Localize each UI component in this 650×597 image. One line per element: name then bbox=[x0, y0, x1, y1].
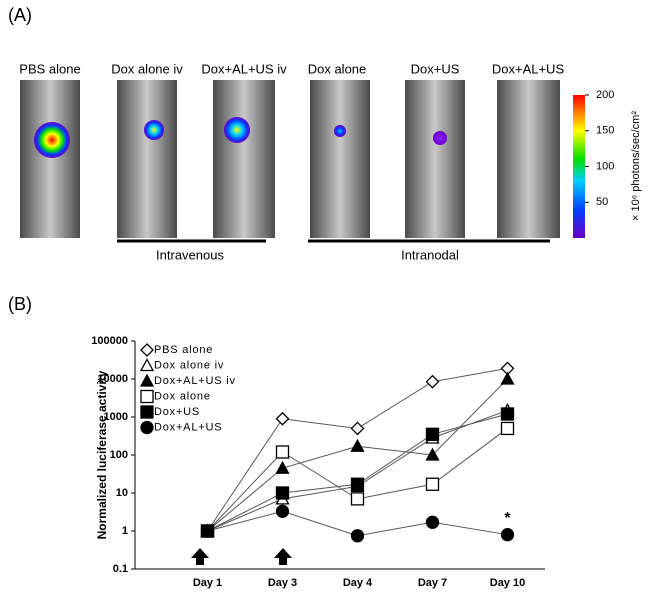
mouse-images bbox=[20, 80, 560, 238]
legend-label: Dox+US bbox=[154, 406, 200, 418]
marker bbox=[500, 528, 515, 542]
legend-marker bbox=[140, 343, 154, 357]
image-label: Dox+US bbox=[411, 61, 460, 76]
y-axis-title: Normalized luciferase activity bbox=[95, 370, 109, 539]
marker bbox=[425, 515, 440, 529]
marker bbox=[425, 447, 440, 461]
legend-marker bbox=[139, 373, 155, 387]
mouse-image bbox=[310, 80, 370, 238]
y-tick-label: 10000 bbox=[97, 373, 128, 385]
image-label: Dox alone iv bbox=[111, 61, 183, 76]
y-tick-label: 0.1 bbox=[113, 563, 128, 575]
marker bbox=[500, 421, 515, 436]
legend-label: Dox+AL+US bbox=[154, 421, 222, 433]
marker bbox=[350, 492, 365, 506]
x-tick-label: Day 4 bbox=[343, 577, 373, 589]
marker bbox=[275, 411, 290, 426]
marker bbox=[275, 486, 290, 500]
y-tick-label: 100000 bbox=[91, 335, 128, 347]
marker bbox=[350, 529, 365, 543]
marker bbox=[275, 460, 290, 474]
marker bbox=[200, 524, 215, 538]
legend-marker bbox=[140, 420, 154, 435]
signal bbox=[144, 120, 164, 140]
y-tick-label: 100 bbox=[110, 449, 128, 461]
mouse-image bbox=[117, 80, 177, 238]
marker bbox=[425, 374, 440, 389]
colorbar-tick-label: 50 bbox=[596, 196, 608, 208]
marker bbox=[350, 477, 365, 491]
marker bbox=[275, 504, 290, 518]
legend-label: Dox alone iv bbox=[154, 359, 224, 371]
image-label: Dox+AL+US bbox=[492, 61, 565, 76]
legend-marker bbox=[140, 389, 154, 404]
marker bbox=[500, 371, 515, 385]
dosing-arrows bbox=[191, 548, 292, 565]
marker bbox=[350, 421, 365, 436]
marker bbox=[500, 407, 515, 421]
marker bbox=[425, 427, 440, 441]
mouse-image bbox=[405, 80, 465, 238]
legend-label: Dox alone bbox=[154, 390, 211, 402]
colorbar-tick-label: 150 bbox=[596, 125, 614, 137]
mouse-image bbox=[497, 80, 560, 238]
legend-label: PBS alone bbox=[154, 344, 213, 356]
marker bbox=[350, 438, 365, 452]
signal bbox=[224, 117, 250, 143]
y-tick-label: 1000 bbox=[104, 411, 128, 423]
legend-marker bbox=[140, 405, 154, 419]
colorbar bbox=[573, 95, 585, 238]
colorbar-tick-label: 200 bbox=[596, 89, 614, 101]
signal bbox=[34, 122, 70, 158]
marker bbox=[275, 445, 290, 459]
annotation: * bbox=[504, 510, 511, 527]
colorbar-tick-label: 100 bbox=[596, 160, 614, 172]
x-tick-label: Day 1 bbox=[193, 577, 222, 589]
x-tick-label: Day 3 bbox=[268, 577, 297, 589]
signal bbox=[334, 125, 346, 137]
mouse-image bbox=[213, 80, 275, 238]
group-label: Intranodal bbox=[401, 247, 459, 262]
y-tick-label: 10 bbox=[116, 487, 128, 499]
colorbar-label: × 10⁶ photons/sec/cm² bbox=[630, 111, 642, 221]
x-tick-label: Day 10 bbox=[490, 577, 525, 589]
group-label: Intravenous bbox=[156, 247, 224, 262]
panel-label: (A) bbox=[8, 5, 32, 25]
x-tick-label: Day 7 bbox=[418, 577, 447, 589]
legend-label: Dox+AL+US iv bbox=[154, 375, 236, 387]
signal bbox=[433, 131, 447, 145]
image-label: Dox+AL+US iv bbox=[201, 61, 287, 76]
mouse-image bbox=[20, 80, 80, 238]
image-label: Dox alone bbox=[308, 61, 367, 76]
panel-label: (B) bbox=[8, 294, 32, 314]
marker bbox=[425, 477, 440, 491]
legend-marker bbox=[139, 358, 155, 372]
y-tick-label: 1 bbox=[122, 525, 128, 537]
image-label: PBS alone bbox=[19, 61, 80, 76]
